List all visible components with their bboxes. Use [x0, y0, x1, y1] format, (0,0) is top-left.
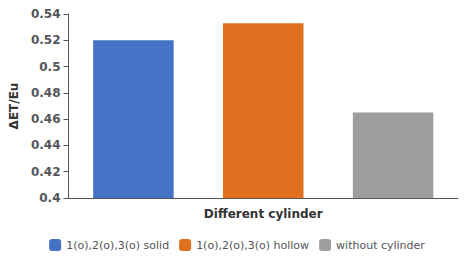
svg-text:0.52: 0.52 [31, 33, 61, 47]
svg-text:1(o),2(o),3(o) solid: 1(o),2(o),3(o) solid [66, 239, 169, 252]
svg-text:0.42: 0.42 [31, 165, 61, 179]
svg-text:ΔET/Eu: ΔET/Eu [7, 83, 21, 130]
svg-text:0.4: 0.4 [39, 191, 60, 205]
svg-text:0.48: 0.48 [31, 86, 61, 100]
svg-text:without cylinder: without cylinder [336, 239, 425, 252]
svg-text:1(o),2(o),3(o) hollow: 1(o),2(o),3(o) hollow [196, 239, 309, 252]
svg-text:0.54: 0.54 [31, 7, 61, 21]
svg-text:0.5: 0.5 [39, 60, 60, 74]
svg-text:0.46: 0.46 [31, 112, 61, 126]
svg-text:0.44: 0.44 [31, 138, 61, 152]
svg-text:Different cylinder: Different cylinder [204, 207, 323, 221]
